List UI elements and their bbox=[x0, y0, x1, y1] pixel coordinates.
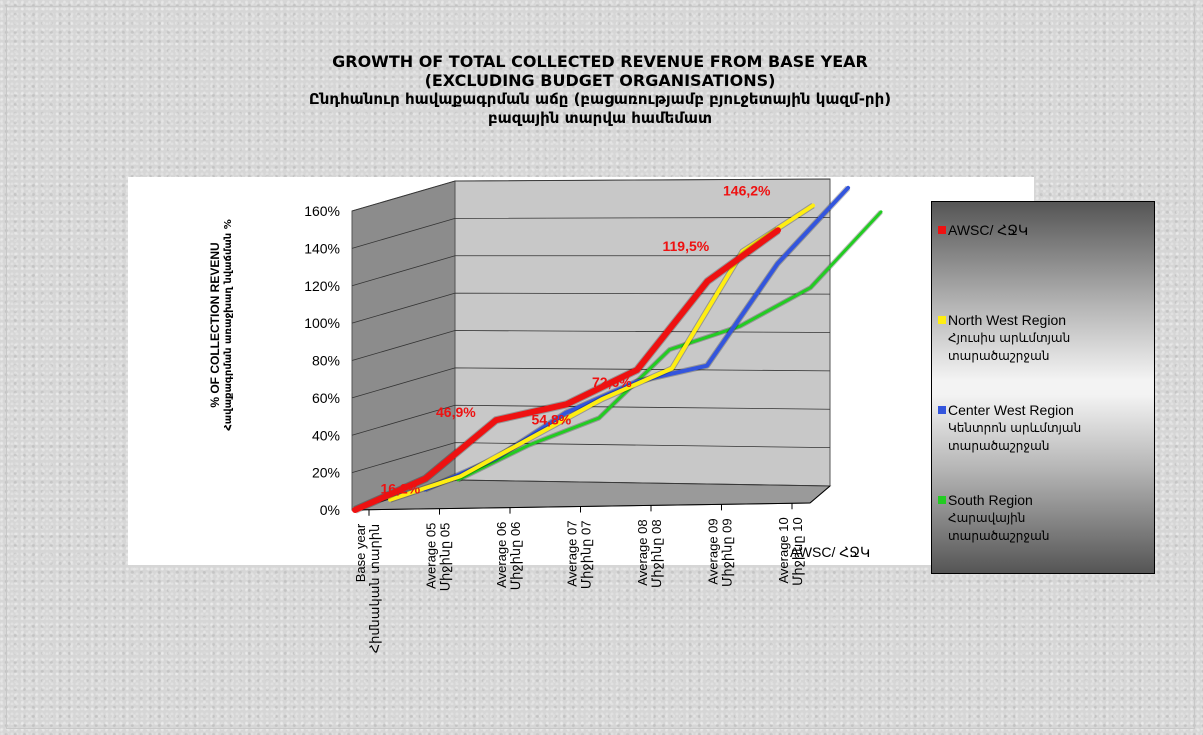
data-point bbox=[777, 229, 779, 231]
legend-key-south bbox=[938, 496, 946, 504]
legend-label-center-west: Center West Region bbox=[948, 402, 1074, 418]
y-tick-label: 20% bbox=[312, 465, 340, 481]
data-point bbox=[847, 187, 849, 189]
data-label: 54,8% bbox=[532, 411, 572, 427]
legend-item-north-west: North West Region Հյուսիս արևմտյան տարածա… bbox=[938, 312, 1070, 365]
y-tick-label: 140% bbox=[304, 240, 340, 256]
x-axis-line bbox=[351, 502, 811, 511]
y-tick-label: 80% bbox=[312, 353, 340, 369]
x-tick-label: Average 05Միջինը 05 bbox=[424, 523, 453, 592]
data-point bbox=[354, 509, 356, 511]
y-axis-label-en: % OF COLLECTION REVENU bbox=[208, 242, 222, 408]
x-tick-label: Average 06Միջինը 06 bbox=[494, 522, 523, 591]
data-point bbox=[810, 287, 811, 289]
data-point bbox=[528, 444, 529, 446]
data-point bbox=[460, 475, 462, 477]
gridline bbox=[351, 292, 831, 324]
y-tick-label: 60% bbox=[312, 390, 340, 406]
legend-sublabel-north-west: Հյուսիս արևմտյան տարածաշրջան bbox=[948, 331, 1071, 363]
legend-key-awsc bbox=[938, 226, 946, 234]
data-point bbox=[598, 417, 600, 419]
legend-sublabel-south: Հարավային տարածաշրջան bbox=[948, 511, 1050, 543]
gridline bbox=[351, 404, 831, 436]
legend-label-north-west: North West Region bbox=[948, 312, 1067, 328]
title-line-1: GROWTH OF TOTAL COLLECTED REVENUE FROM B… bbox=[332, 52, 868, 71]
x-tick-label: Average 08Միջինը 08 bbox=[635, 519, 664, 588]
data-point bbox=[707, 280, 708, 282]
x-tick-label: Average 09Միջինը 09 bbox=[706, 518, 735, 587]
y-axis-label-am: Հավաքագրման առաջխաղ նվաճման % bbox=[223, 219, 234, 431]
data-label: 146,2% bbox=[723, 182, 771, 198]
title-line-3: Ընդհանուր հավաքագրման աճը (բացառությամբ … bbox=[308, 90, 892, 108]
y-tick-label: 100% bbox=[304, 315, 340, 331]
data-point bbox=[389, 499, 391, 501]
data-point bbox=[742, 250, 744, 252]
gridline bbox=[351, 442, 831, 474]
y-axis-label: % OF COLLECTION REVENU Հավաքագրման առաջխ… bbox=[208, 219, 235, 431]
z-axis-label: AWSC/ ՀՋԿ bbox=[790, 544, 870, 560]
data-point bbox=[812, 204, 814, 206]
data-point bbox=[671, 367, 673, 369]
gridline bbox=[351, 178, 831, 212]
gridline bbox=[351, 367, 831, 399]
legend-key-north-west bbox=[938, 316, 946, 324]
data-label: 72,6% bbox=[592, 374, 632, 390]
legend-sublabel-center-west: Կենտրոն արևմտյան տարածաշրջան bbox=[948, 421, 1082, 453]
legend-item-south: South Region Հարավային տարածաշրջան bbox=[938, 492, 1049, 545]
data-point bbox=[777, 263, 779, 265]
legend-key-center-west bbox=[938, 406, 946, 414]
title-line-2: (EXCLUDING BUDGET ORGANISATIONS) bbox=[424, 71, 776, 90]
x-tick-label: Average 10Միջինը 10 bbox=[776, 517, 805, 586]
legend-label-south: South Region bbox=[948, 492, 1033, 508]
data-point bbox=[566, 403, 567, 405]
z-axis-line bbox=[809, 485, 831, 504]
y-tick-label: 40% bbox=[312, 427, 340, 443]
gridline bbox=[351, 330, 831, 361]
data-label: 119,5% bbox=[663, 238, 710, 254]
data-point bbox=[880, 211, 882, 213]
title-line-4: բազային տարվա համեմատ bbox=[488, 109, 712, 127]
data-label: 16,2% bbox=[381, 481, 421, 497]
data-label: 46,9% bbox=[436, 404, 476, 420]
slide-frame bbox=[6, 6, 1195, 729]
data-point bbox=[457, 479, 459, 481]
y-tick-label: 0% bbox=[320, 502, 340, 518]
data-point bbox=[706, 365, 708, 367]
chart-title: GROWTH OF TOTAL COLLECTED REVENUE FROM B… bbox=[200, 52, 1000, 128]
legend-item-awsc: AWSC/ ՀՋԿ bbox=[938, 222, 1028, 239]
gridline bbox=[351, 255, 830, 287]
y-tick-label: 120% bbox=[304, 278, 340, 294]
data-point bbox=[601, 398, 603, 400]
data-point bbox=[565, 412, 567, 414]
legend-label-awsc: AWSC/ ՀՋԿ bbox=[948, 222, 1029, 238]
y-tick-label: 160% bbox=[304, 203, 340, 219]
x-tick-label: Base yearՀիմնական տարին bbox=[353, 523, 382, 653]
data-point bbox=[669, 349, 670, 351]
data-point bbox=[425, 478, 426, 480]
data-point bbox=[530, 437, 532, 439]
legend: AWSC/ ՀՋԿ North West Region Հյուսիս արևմտ… bbox=[931, 201, 1155, 574]
legend-item-center-west: Center West Region Կենտրոն արևմտյան տարած… bbox=[938, 402, 1081, 455]
gridline bbox=[351, 216, 831, 249]
x-tick-label: Average 07Միջինը 07 bbox=[565, 521, 594, 590]
data-point bbox=[636, 369, 638, 371]
data-point bbox=[739, 325, 741, 327]
data-point bbox=[495, 419, 497, 421]
